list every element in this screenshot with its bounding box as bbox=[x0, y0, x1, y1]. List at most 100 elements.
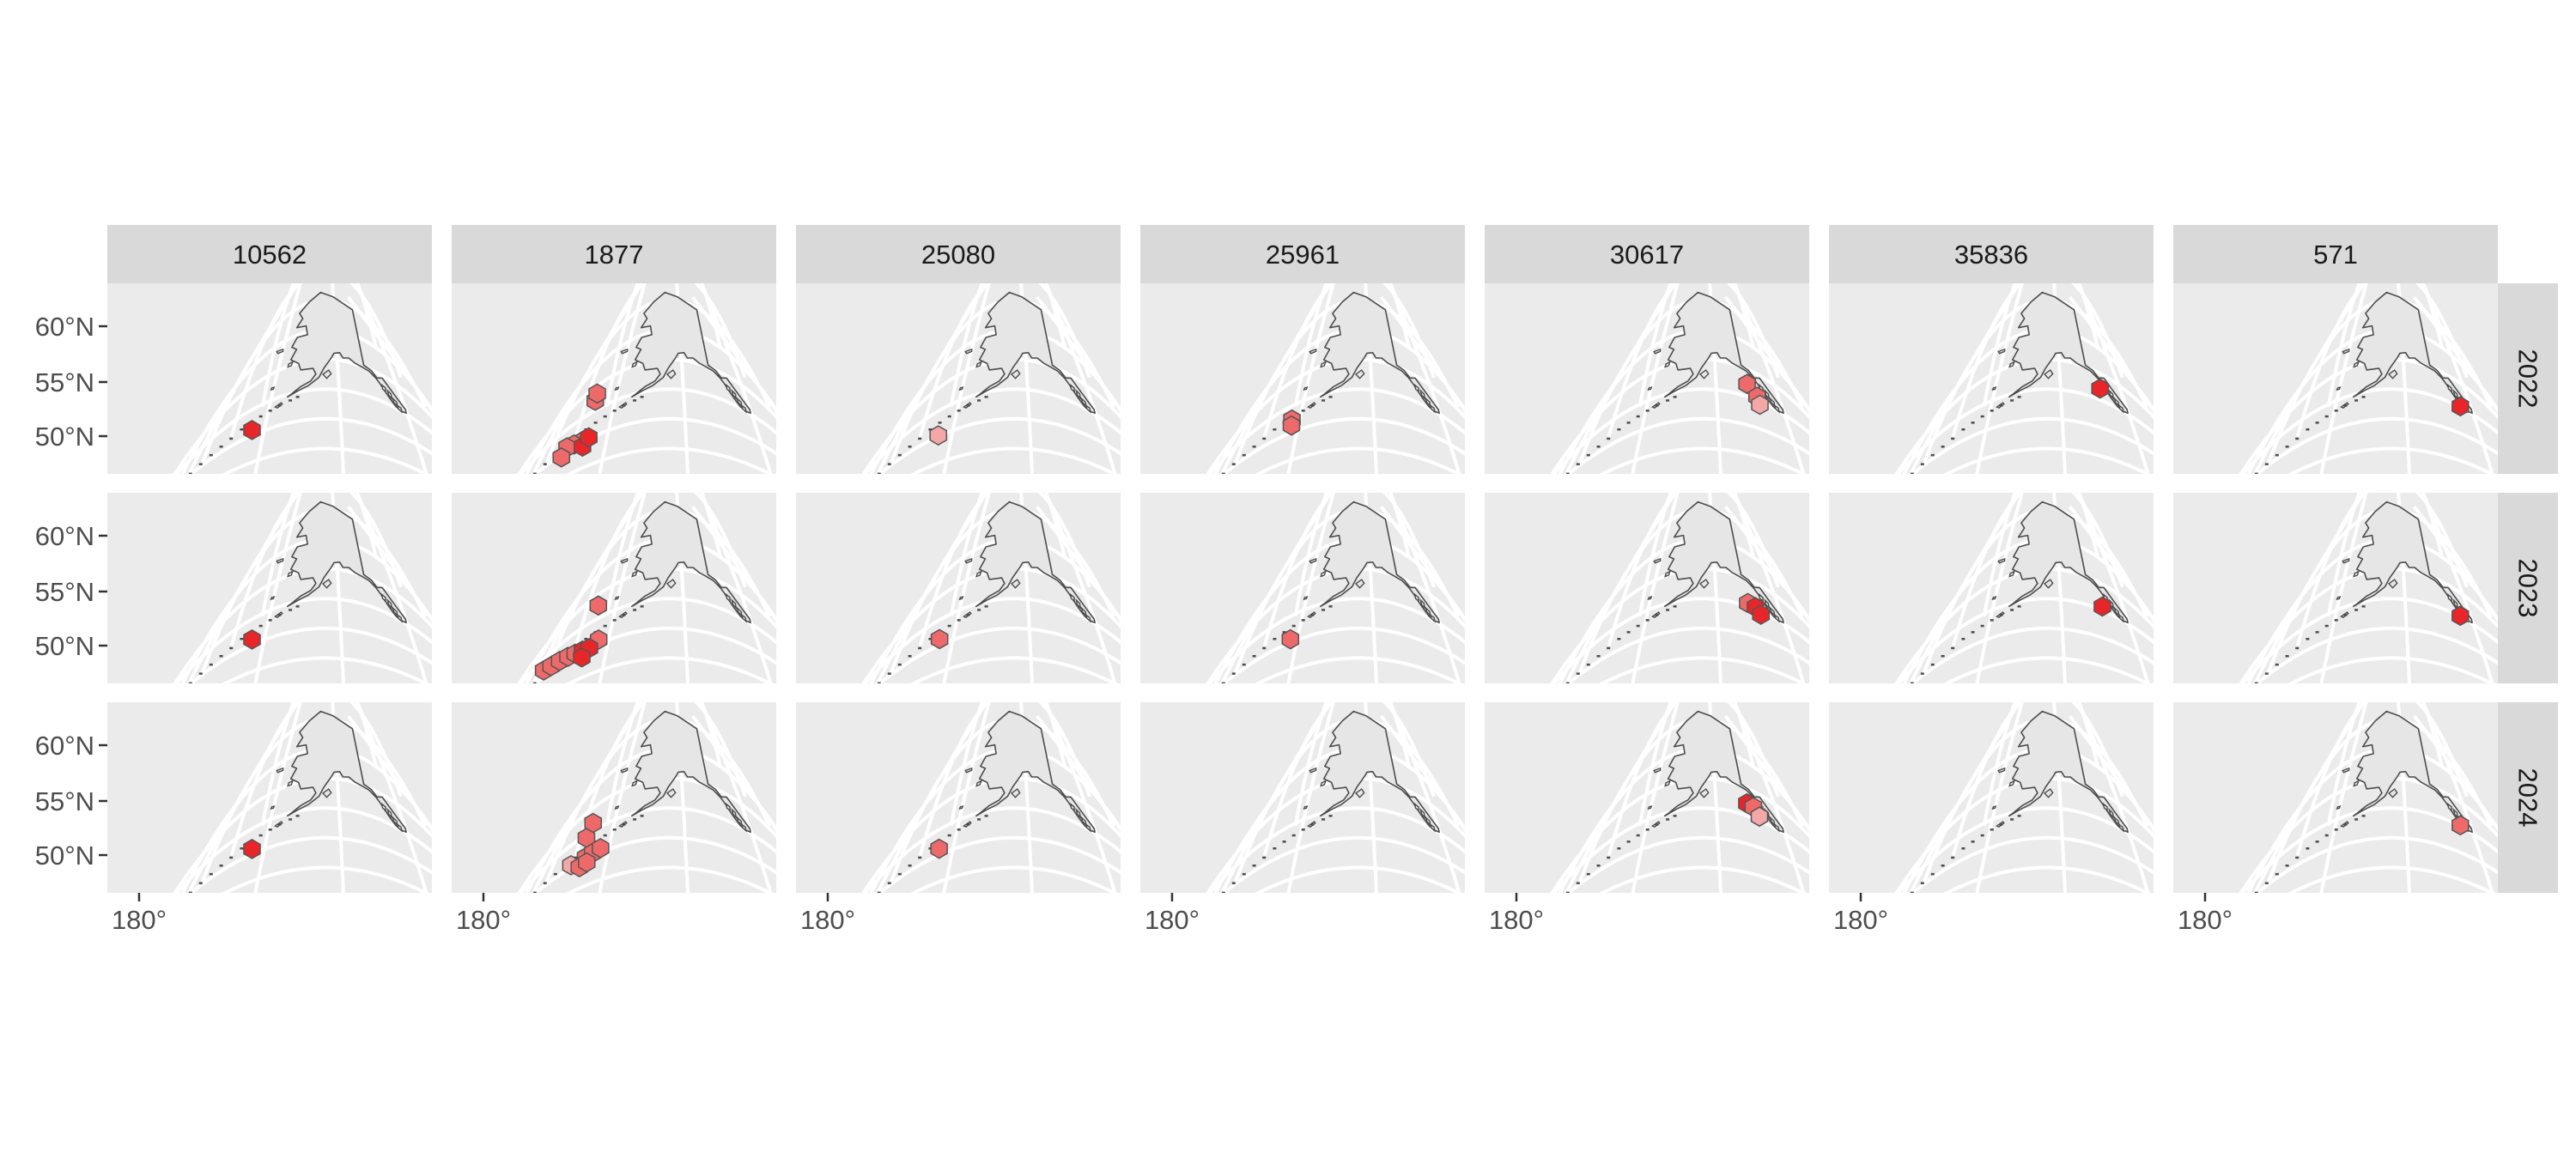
aleutian-island bbox=[1556, 693, 1559, 695]
facet-strip-label: 25080 bbox=[921, 240, 995, 270]
aleutian-island bbox=[612, 619, 617, 622]
hexbin-cell bbox=[573, 646, 591, 668]
aleutian-island bbox=[1231, 882, 1236, 884]
island-outline bbox=[1997, 767, 2006, 774]
aleutian-island bbox=[977, 399, 981, 402]
graticule-parallel bbox=[1552, 597, 1809, 683]
graticule-meridian bbox=[1380, 295, 1465, 414]
y-axis-2022: 60°N 55°N 50°N bbox=[35, 312, 107, 452]
aleutian-island bbox=[268, 828, 272, 831]
aleutian-island bbox=[867, 693, 871, 695]
hexbin-cell bbox=[588, 383, 606, 404]
facet-strip-30617: 30617 bbox=[1485, 225, 1809, 283]
aleutian-island bbox=[2306, 847, 2310, 850]
aleutian-island bbox=[2254, 472, 2258, 474]
island-outline bbox=[964, 348, 973, 355]
graticule-parallel bbox=[1599, 446, 1807, 474]
island-outline bbox=[2108, 807, 2115, 820]
island-outline bbox=[1303, 805, 1309, 810]
alaska-basemap bbox=[877, 291, 1096, 474]
aleutian-island bbox=[2354, 609, 2359, 611]
island-outline bbox=[2043, 369, 2054, 379]
hexbin-cell bbox=[592, 838, 610, 859]
aleutian-island bbox=[1900, 693, 1904, 695]
island-outline bbox=[964, 557, 973, 564]
map-panel-30617-2024 bbox=[1485, 702, 1809, 893]
aleutian-island bbox=[2264, 672, 2269, 675]
facet-strip-label: 30617 bbox=[1610, 240, 1684, 270]
graticule-parallel bbox=[918, 493, 1091, 647]
island-outline bbox=[1764, 598, 1771, 610]
aleutian-island bbox=[1990, 619, 1994, 622]
x-axis-tick-label: 180° bbox=[2178, 905, 2233, 935]
graticule-parallel bbox=[1943, 865, 2151, 893]
panel-contents bbox=[517, 283, 776, 474]
aleutian-island bbox=[209, 453, 213, 457]
panel-contents bbox=[2239, 702, 2498, 893]
graticule-parallel bbox=[1207, 806, 1465, 893]
aleutian-island bbox=[1910, 472, 1914, 474]
graticule-parallel bbox=[222, 446, 429, 474]
graticule-meridian bbox=[2413, 295, 2498, 414]
panel-contents bbox=[1550, 493, 1809, 695]
alaska-outline bbox=[2008, 501, 2129, 624]
aleutian-island bbox=[2264, 463, 2269, 465]
alaska-basemap bbox=[1565, 291, 1784, 474]
panel-contents bbox=[1894, 283, 2154, 474]
alaska-basemap bbox=[877, 710, 1096, 893]
graticule-meridian bbox=[691, 295, 776, 414]
aleutian-island bbox=[1990, 410, 1994, 412]
hexbin-cell bbox=[578, 852, 596, 873]
aleutian-island bbox=[2245, 483, 2248, 486]
aleutian-island bbox=[622, 823, 626, 826]
island-outline bbox=[614, 805, 620, 810]
aleutian-island bbox=[188, 891, 192, 893]
graticule-meridian bbox=[347, 295, 432, 414]
island-outline bbox=[1069, 802, 1075, 812]
island-outline bbox=[2336, 596, 2342, 600]
aleutian-island bbox=[1626, 422, 1631, 424]
x-axis-tick-label: 180° bbox=[456, 905, 511, 935]
graticule-meridian bbox=[1286, 283, 1335, 474]
aleutian-island bbox=[2010, 399, 2014, 402]
island-outline bbox=[321, 369, 332, 379]
panel-contents bbox=[861, 283, 1121, 474]
aleutian-island bbox=[1301, 619, 1305, 622]
graticule-parallel bbox=[1607, 702, 1780, 857]
panel-contents bbox=[1206, 283, 1465, 474]
graticule-parallel bbox=[229, 702, 403, 857]
aleutian-island bbox=[1961, 847, 1965, 850]
graticule-meridian bbox=[1909, 283, 2021, 474]
aleutian-island bbox=[897, 453, 902, 457]
aleutian-island bbox=[984, 605, 988, 608]
island-outline bbox=[380, 802, 386, 812]
aleutian-island bbox=[887, 672, 891, 675]
aleutian-island bbox=[543, 463, 547, 465]
island-outline bbox=[665, 579, 677, 589]
island-outline bbox=[2353, 361, 2360, 368]
island-outline bbox=[1773, 404, 1780, 414]
aleutian-island bbox=[277, 404, 282, 407]
island-outline bbox=[2387, 788, 2398, 798]
aleutian-island bbox=[2017, 605, 2021, 608]
aleutian-island bbox=[918, 856, 922, 859]
hexbin-cell bbox=[243, 420, 261, 440]
aleutian-island bbox=[229, 437, 234, 440]
aleutian-island bbox=[1231, 463, 1236, 465]
island-outline bbox=[1429, 822, 1436, 833]
aleutian-island bbox=[640, 396, 644, 398]
graticule-meridian bbox=[1380, 714, 1465, 833]
aleutian-island bbox=[1262, 856, 1267, 859]
aleutian-island bbox=[1910, 682, 1914, 683]
island-outline bbox=[1010, 788, 1021, 798]
island-outline bbox=[1653, 348, 1662, 355]
graticule-parallel bbox=[877, 626, 1121, 683]
aleutian-island bbox=[947, 415, 951, 418]
aleutian-island bbox=[633, 818, 637, 821]
island-outline bbox=[1010, 579, 1021, 589]
aleutian-island bbox=[289, 818, 293, 821]
island-outline bbox=[396, 404, 403, 414]
aleutian-island bbox=[2315, 422, 2319, 424]
island-outline bbox=[386, 598, 393, 610]
aleutian-island bbox=[1961, 428, 1965, 431]
